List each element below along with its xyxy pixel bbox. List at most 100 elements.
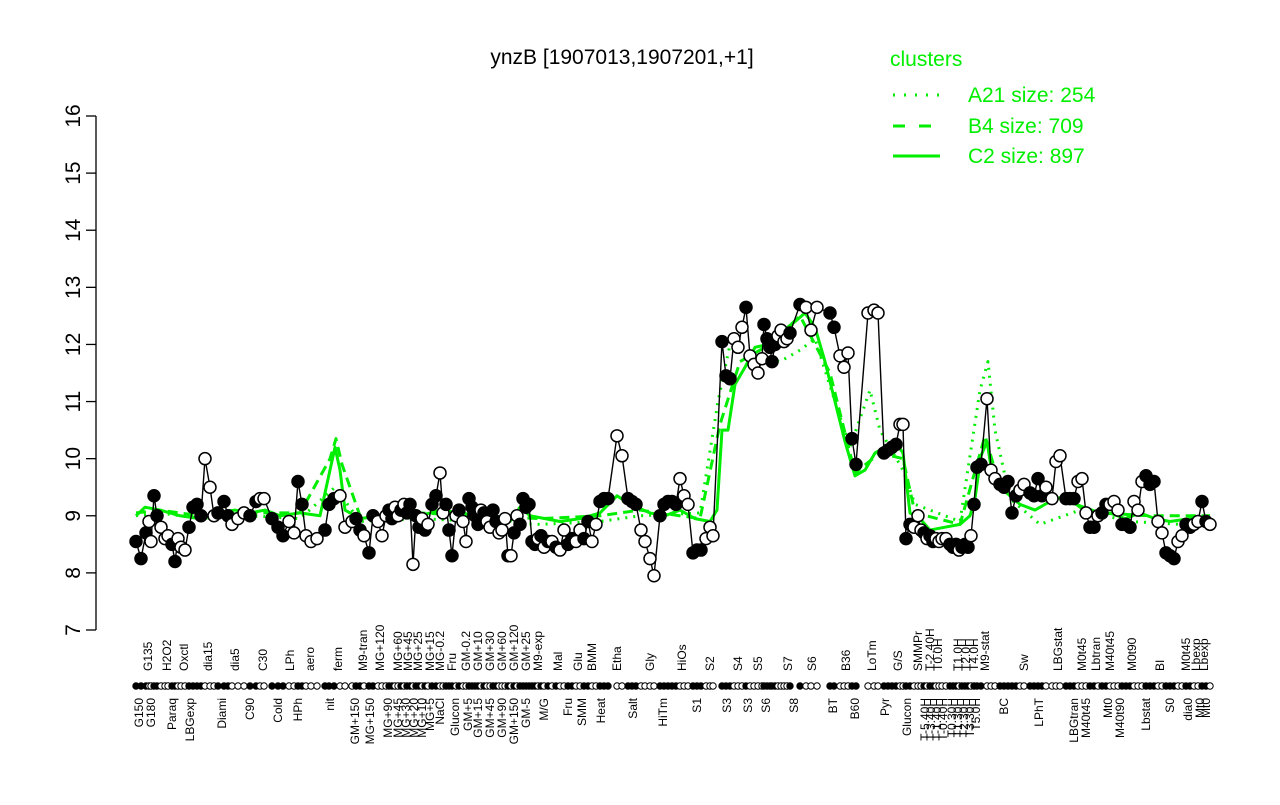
data-point (203, 480, 217, 494)
data-point (433, 466, 447, 480)
data-point (653, 509, 667, 523)
dashed-cluster-line (135, 314, 1210, 526)
data-point (178, 543, 192, 557)
x-tick-label: BC (997, 698, 1011, 715)
data-point (638, 534, 652, 549)
data-point (357, 529, 371, 543)
x-tick-label: Glucon (448, 698, 462, 736)
x-tick-label: M9-stat (978, 630, 992, 671)
data-point (961, 540, 975, 554)
data-point (459, 534, 473, 549)
x-tick-label: M9-exp (531, 631, 545, 671)
x-tick-label: M9-tran (356, 630, 370, 671)
data-point (134, 551, 148, 566)
x-tick-label: GM+45 (483, 698, 497, 738)
x-tick-label: MG+60 (391, 631, 405, 671)
data-point (980, 391, 994, 406)
data-point (194, 509, 208, 523)
x-axis-condition-strip (132, 682, 1214, 690)
x-tick-label: GM+120 (507, 624, 521, 671)
x-tick-label: T-0.40H (936, 698, 950, 741)
data-point (295, 497, 309, 512)
x-tick-label: LBGtran (1067, 698, 1081, 743)
data-point (168, 554, 182, 569)
x-tick-label: LBGexp (183, 698, 197, 742)
data-point (375, 529, 389, 543)
data-point (634, 523, 648, 537)
data-point (445, 549, 459, 563)
data-point (147, 489, 161, 503)
x-tick-label: MG+20 (407, 698, 421, 738)
data-point (362, 546, 376, 560)
data-point (276, 529, 290, 543)
data-point (1075, 471, 1089, 486)
x-tick-label: Paraq (165, 698, 179, 730)
legend-label-b4: B4 size: 709 (968, 115, 1084, 138)
y-tick-label: 16 (62, 104, 85, 127)
data-point (557, 523, 571, 537)
y-tick-label: 7 (62, 624, 85, 636)
x-tick-label: MG-0.2 (433, 631, 447, 671)
x-tick-label: G/S (891, 650, 905, 671)
x-tick-label: T0.30H (945, 698, 959, 737)
data-point (522, 497, 536, 512)
x-tick-label: T0.0H (931, 638, 945, 671)
x-tick-label: S7 (781, 656, 795, 671)
data-point (974, 457, 988, 472)
legend-entry-c2: C2 size: 897 (893, 145, 1085, 168)
data-point (1155, 526, 1169, 540)
x-tick-label: Fru (445, 653, 459, 671)
x-tick-label: M40t90 (1113, 698, 1127, 738)
x-tick-label: T3.30H (963, 698, 977, 737)
x-tick-label: MG+45 (401, 631, 415, 671)
x-tick-label: BT (826, 697, 840, 713)
x-tick-label: GM+150 (507, 698, 521, 745)
data-point (871, 306, 885, 320)
x-tick-label: T1.30H (951, 698, 965, 737)
data-point (629, 497, 643, 512)
y-tick-label: 9 (62, 510, 85, 522)
data-point (735, 320, 749, 335)
x-tick-label: G135 (141, 641, 155, 671)
data-point (1131, 503, 1145, 517)
x-tick-label: GM-0.2 (459, 631, 473, 671)
data-point (198, 451, 212, 466)
x-tick-label: LPh (283, 650, 297, 671)
x-tick-label: GM-5 (519, 698, 533, 728)
x-tick-label: NaCl (433, 698, 447, 725)
data-point (243, 509, 257, 523)
x-tick-label: M40t45 (1079, 698, 1093, 738)
data-point (1031, 471, 1045, 486)
data-point (706, 529, 720, 543)
x-tick-label: LPhT (1032, 697, 1046, 726)
data-point (1087, 520, 1101, 534)
data-point (1195, 494, 1209, 509)
x-tick-label: S3 (741, 698, 755, 713)
data-point (1147, 474, 1161, 489)
data-point (731, 340, 745, 355)
data-point (129, 534, 143, 549)
x-tick-label: T-5.40H (918, 698, 932, 741)
data-point (765, 354, 779, 369)
x-tick-label: Glucon (900, 698, 914, 736)
data-point (723, 371, 737, 386)
x-tick-label: MG+150 (363, 698, 377, 745)
x-tick-label: H2O2 (160, 639, 174, 671)
data-point (837, 360, 851, 375)
x-tick-label: M/G (537, 698, 551, 721)
x-tick-label: Lbexp (1197, 638, 1211, 671)
chart-title: ynzB [1907013,1907201,+1] (490, 46, 753, 69)
x-tick-label: C90 (243, 698, 257, 720)
x-tick-label: Heat (594, 697, 608, 723)
x-tick-label: aero (303, 647, 317, 671)
x-tick-label: Diami (215, 698, 229, 729)
y-tick-label: 15 (62, 161, 85, 184)
x-tick-label: MG+10 (415, 698, 429, 738)
x-tick-label: HPh (291, 698, 305, 721)
x-axis-labels-top: G135 H2O2 Oxctl dia15 dia5 C30 LPh aero ferm M9-t… (141, 624, 1211, 671)
x-tick-label: Cold (271, 698, 285, 723)
data-point (715, 334, 729, 349)
x-tick-label: T4.0H (967, 638, 981, 671)
data-point (287, 526, 301, 540)
